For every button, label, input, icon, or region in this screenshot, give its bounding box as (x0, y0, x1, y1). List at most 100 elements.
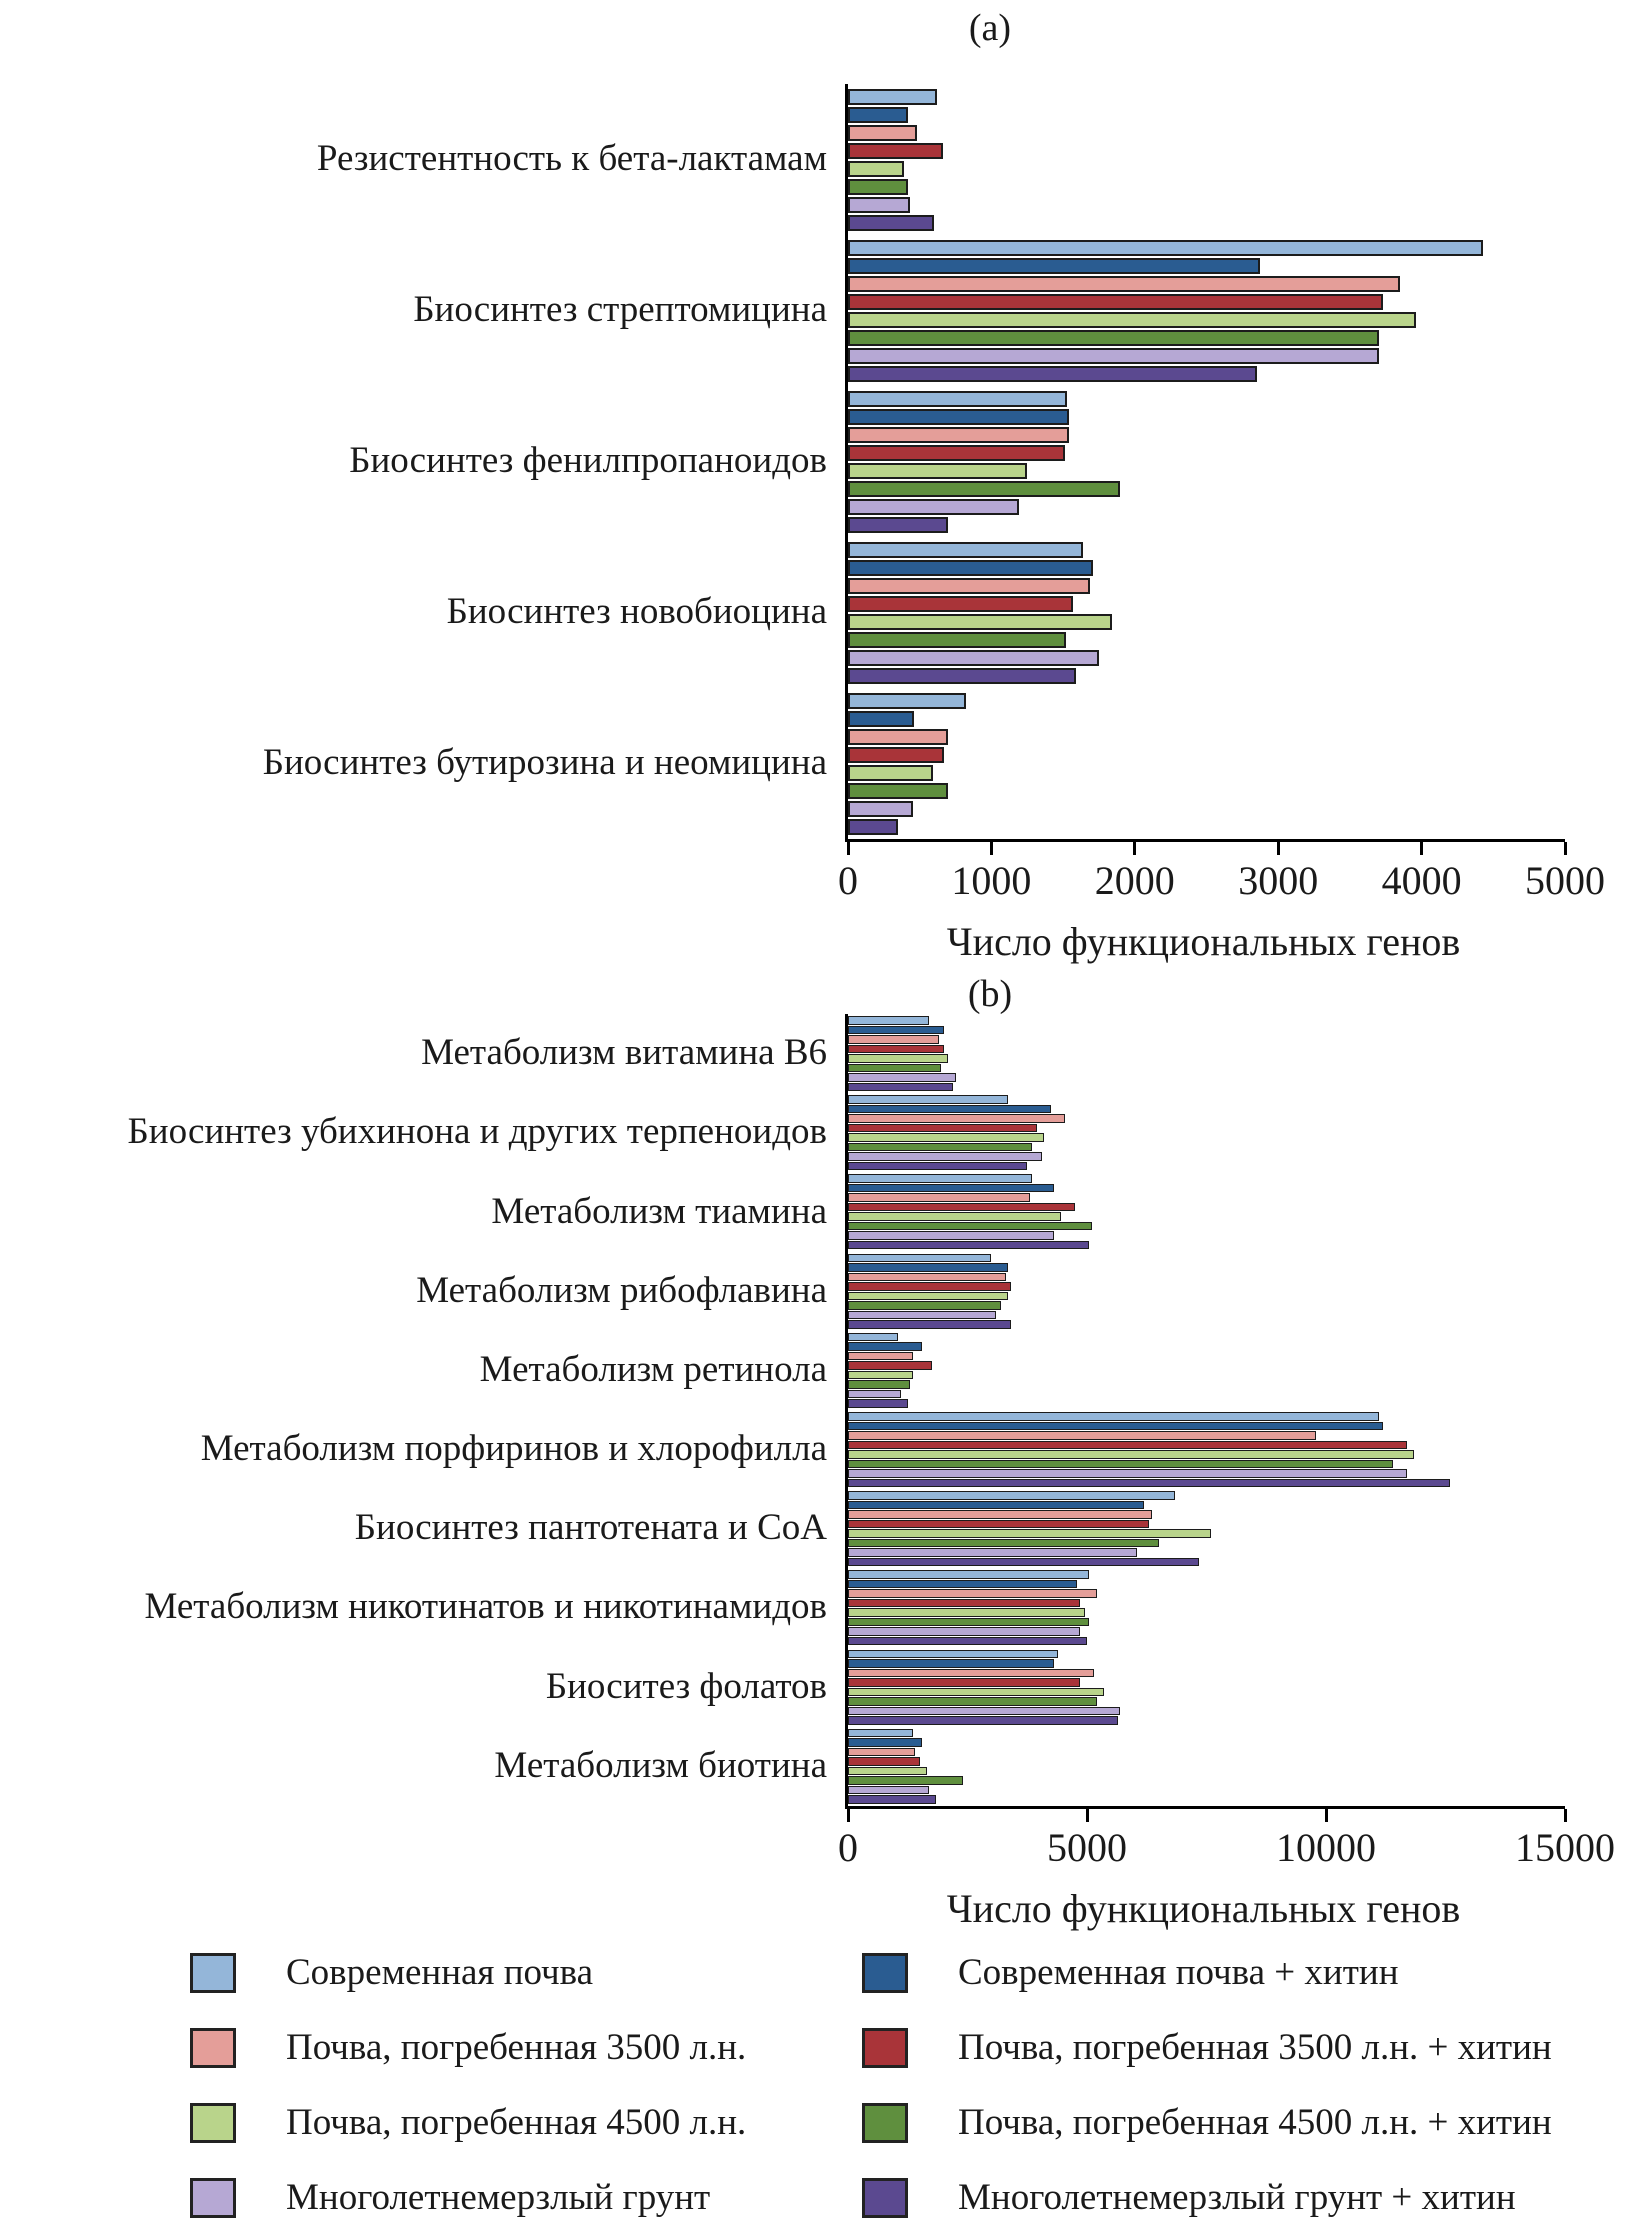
legend-item: Почва, погребенная 4500 л.н. + хитин (862, 2102, 1651, 2143)
bar-series-0 (848, 390, 1068, 407)
bar-series-6 (848, 498, 1019, 515)
category-label: Биосинтез фенилпропаноидов (349, 440, 827, 482)
legend-grid: Современная почва Современная почва + хит… (0, 1952, 1651, 2218)
bar-series-2 (848, 426, 1069, 443)
legend-item: Современная почва (190, 1952, 862, 1993)
bar-group (848, 1568, 1565, 1647)
tick-label: 15000 (1515, 1825, 1615, 1870)
tick-mark (989, 842, 993, 855)
bar-series-0 (848, 88, 937, 105)
legend-item: Почва, погребенная 3500 л.н. + хитин (862, 2027, 1651, 2068)
bar-series-7 (848, 667, 1076, 684)
tick-mark (1324, 1809, 1328, 1822)
bar-series-2 (848, 124, 917, 141)
bar-series-2 (848, 1431, 1317, 1440)
chart-a-plot-area: 0 1000 2000 3000 4000 5000 (838, 84, 1605, 903)
bar-series-7 (848, 214, 935, 231)
bar-series-5 (848, 1063, 942, 1073)
category-label: Метаболизм тиамина (491, 1190, 827, 1232)
legend-swatch (190, 1952, 236, 1993)
tick-label: 0 (838, 858, 858, 903)
tick-label: 0 (838, 1825, 858, 1870)
bar-series-3 (848, 142, 943, 159)
bar-group (848, 1172, 1565, 1251)
bar-series-6 (848, 347, 1379, 364)
bar-series-3 (848, 1202, 1076, 1212)
bar-series-4 (848, 160, 904, 177)
legend: Современная почва Современная почва + хит… (0, 1952, 1651, 2218)
bar-series-2 (848, 577, 1091, 594)
bar-series-4 (848, 1450, 1415, 1459)
panel-a: Резистентность к бета-лактамам Биосинтез … (0, 84, 1651, 965)
bar-series-2 (848, 728, 949, 745)
bar-group (848, 235, 1565, 386)
category-label: Метаболизм порфиринов и хлорофилла (200, 1428, 827, 1470)
bar-series-2 (848, 1114, 1066, 1123)
tick-mark (846, 1809, 850, 1822)
bar-series-4 (848, 1291, 1009, 1301)
category-label: Метаболизм никотинатов и никотинамидов (144, 1586, 827, 1628)
bar-series-3 (848, 1598, 1080, 1608)
tick-label: 2000 (1094, 858, 1175, 903)
bar-series-3 (848, 1123, 1037, 1133)
bar-group (848, 1252, 1565, 1331)
bar-series-7 (848, 1240, 1090, 1250)
bar-series-1 (848, 1500, 1145, 1510)
bar-series-0 (848, 239, 1484, 256)
bar-series-7 (848, 1795, 937, 1804)
tick-label: 1000 (951, 858, 1032, 903)
bar-series-7 (848, 516, 949, 533)
bar-series-2 (848, 1351, 913, 1361)
bar-series-3 (848, 1757, 920, 1766)
bar-series-1 (848, 1104, 1052, 1114)
bar-series-2 (848, 1272, 1006, 1282)
category-label: Биоситез фолатов (545, 1665, 827, 1707)
bar-series-1 (848, 1421, 1384, 1431)
bar-series-1 (848, 1342, 923, 1351)
bar-group (848, 386, 1565, 537)
bar-series-3 (848, 746, 945, 763)
bar-series-5 (848, 1459, 1393, 1469)
bar-series-0 (848, 692, 966, 709)
bar-series-0 (848, 1570, 1090, 1579)
bar-series-4 (848, 1370, 913, 1380)
bar-group (848, 1331, 1565, 1410)
legend-item: Почва, погребенная 4500 л.н. (190, 2102, 862, 2143)
chart-a: Резистентность к бета-лактамам Биосинтез … (0, 84, 1651, 903)
bar-series-6 (848, 1548, 1138, 1557)
bar-series-0 (848, 1412, 1379, 1421)
bar-series-7 (848, 1161, 1028, 1171)
bar-series-5 (848, 1142, 1033, 1152)
bar-group (848, 84, 1565, 235)
bar-series-6 (848, 1073, 956, 1082)
bar-series-6 (848, 1469, 1408, 1478)
bar-series-1 (848, 1183, 1054, 1193)
bar-series-7 (848, 1320, 1011, 1329)
bar-series-5 (848, 1301, 1001, 1310)
bar-series-7 (848, 1478, 1451, 1488)
bar-series-7 (848, 1399, 908, 1408)
bar-series-0 (848, 1728, 913, 1738)
bar-group (848, 1727, 1565, 1806)
legend-swatch (862, 2177, 908, 2218)
bar-group (848, 688, 1565, 839)
bar-series-5 (848, 480, 1121, 497)
bar-series-5 (848, 782, 949, 799)
bar-series-4 (848, 1529, 1212, 1538)
bar-series-1 (848, 1738, 923, 1747)
bar-series-4 (848, 462, 1028, 479)
legend-label: Почва, погребенная 4500 л.н. + хитин (958, 2102, 1552, 2143)
bar-series-7 (848, 818, 899, 835)
bar-series-0 (848, 541, 1084, 558)
bar-series-0 (848, 1491, 1176, 1500)
bar-series-5 (848, 631, 1066, 648)
legend-label: Современная почва (286, 1952, 594, 1993)
bar-series-2 (848, 1193, 1030, 1202)
bar-series-3 (848, 1044, 944, 1054)
tick-mark (1133, 842, 1137, 855)
legend-swatch (862, 2102, 908, 2143)
bar-series-6 (848, 1706, 1121, 1716)
bar-series-3 (848, 1361, 932, 1370)
bar-series-6 (848, 1785, 930, 1795)
category-label: Метаболизм витамина B6 (421, 1032, 827, 1074)
